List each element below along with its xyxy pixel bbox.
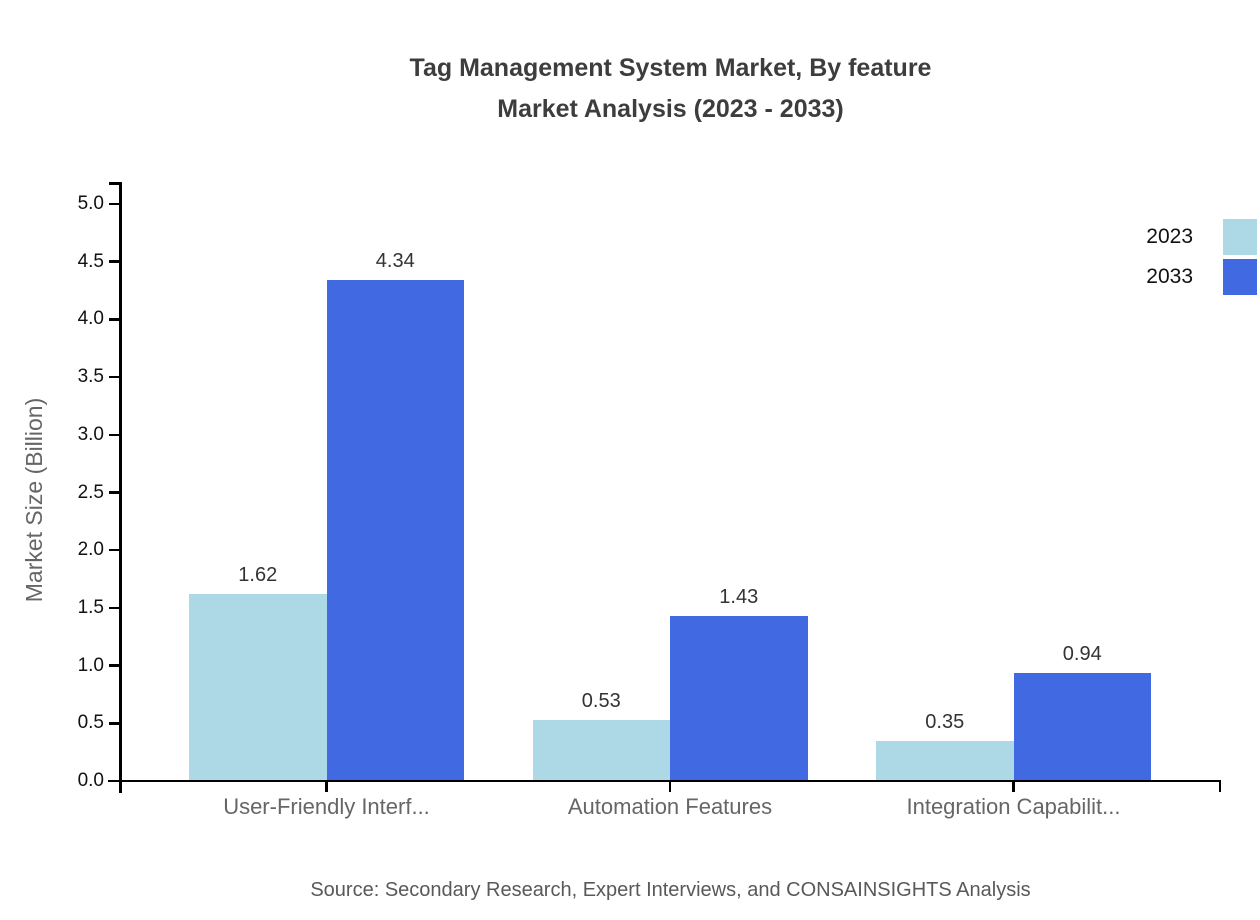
y-tick-mark — [109, 722, 120, 725]
bar-value-label: 0.94 — [1062, 642, 1102, 665]
chart-title-line2: Market Analysis (2023 - 2033) — [497, 95, 844, 123]
x-category-label: Automation Features — [567, 794, 773, 819]
bar-2023-1 — [532, 719, 670, 781]
y-tick-mark — [109, 260, 120, 263]
chart-title-line1: Tag Management System Market, By feature — [409, 54, 932, 82]
y-axis-top-cap — [109, 182, 120, 185]
legend-label-2023: 2023 — [1146, 225, 1193, 248]
y-tick-mark — [109, 491, 120, 494]
y-tick-mark — [109, 606, 120, 610]
bar-2023-2 — [876, 740, 1014, 781]
bar-value-label: 0.35 — [925, 710, 965, 733]
x-axis-right-cap — [1218, 780, 1221, 792]
y-tick-label: 4.5 — [77, 250, 104, 272]
y-tick-label: 3.5 — [77, 366, 104, 388]
y-tick-label: 0.0 — [77, 770, 104, 791]
y-tick-label: 5.0 — [77, 193, 104, 214]
bar-2033-0 — [326, 280, 464, 781]
y-tick-label: 4.0 — [77, 308, 104, 330]
bar-2033-2 — [1013, 672, 1151, 781]
x-axis-spine — [108, 779, 1221, 782]
y-tick-mark — [109, 433, 120, 437]
y-tick-mark — [109, 375, 120, 379]
y-tick-label: 0.5 — [77, 712, 104, 734]
bar-2023-0 — [189, 594, 327, 781]
y-tick-mark — [109, 202, 120, 206]
bar-value-label: 1.43 — [719, 585, 759, 608]
y-tick-label: 2.0 — [77, 539, 104, 561]
bar-value-label: 1.62 — [238, 564, 278, 587]
bar-2033-1 — [670, 615, 808, 781]
bar-value-label: 4.34 — [375, 250, 415, 273]
x-tick-mark — [325, 781, 328, 792]
legend-label-2033: 2033 — [1146, 265, 1193, 288]
x-tick-mark — [1012, 781, 1015, 792]
chart-title: Tag Management System Market, By feature… — [120, 48, 1221, 130]
y-axis-spine — [119, 182, 122, 793]
y-tick-label: 1.5 — [77, 596, 104, 618]
y-tick-mark — [109, 318, 120, 321]
x-tick-mark — [668, 781, 672, 792]
y-tick-mark — [109, 664, 120, 667]
legend-swatch-2023 — [1223, 219, 1257, 255]
y-tick-label: 2.5 — [77, 481, 104, 503]
x-category-label: User-Friendly Interf... — [223, 794, 430, 819]
x-category-label: Integration Capabilit... — [906, 794, 1121, 819]
y-tick-label: 3.0 — [77, 423, 104, 445]
y-tick-label: 1.0 — [77, 654, 104, 676]
legend-swatch-2033 — [1223, 259, 1257, 295]
y-tick-mark — [109, 548, 120, 552]
source-attribution: Source: Secondary Research, Expert Inter… — [310, 879, 1031, 901]
bar-value-label: 0.53 — [581, 689, 621, 712]
